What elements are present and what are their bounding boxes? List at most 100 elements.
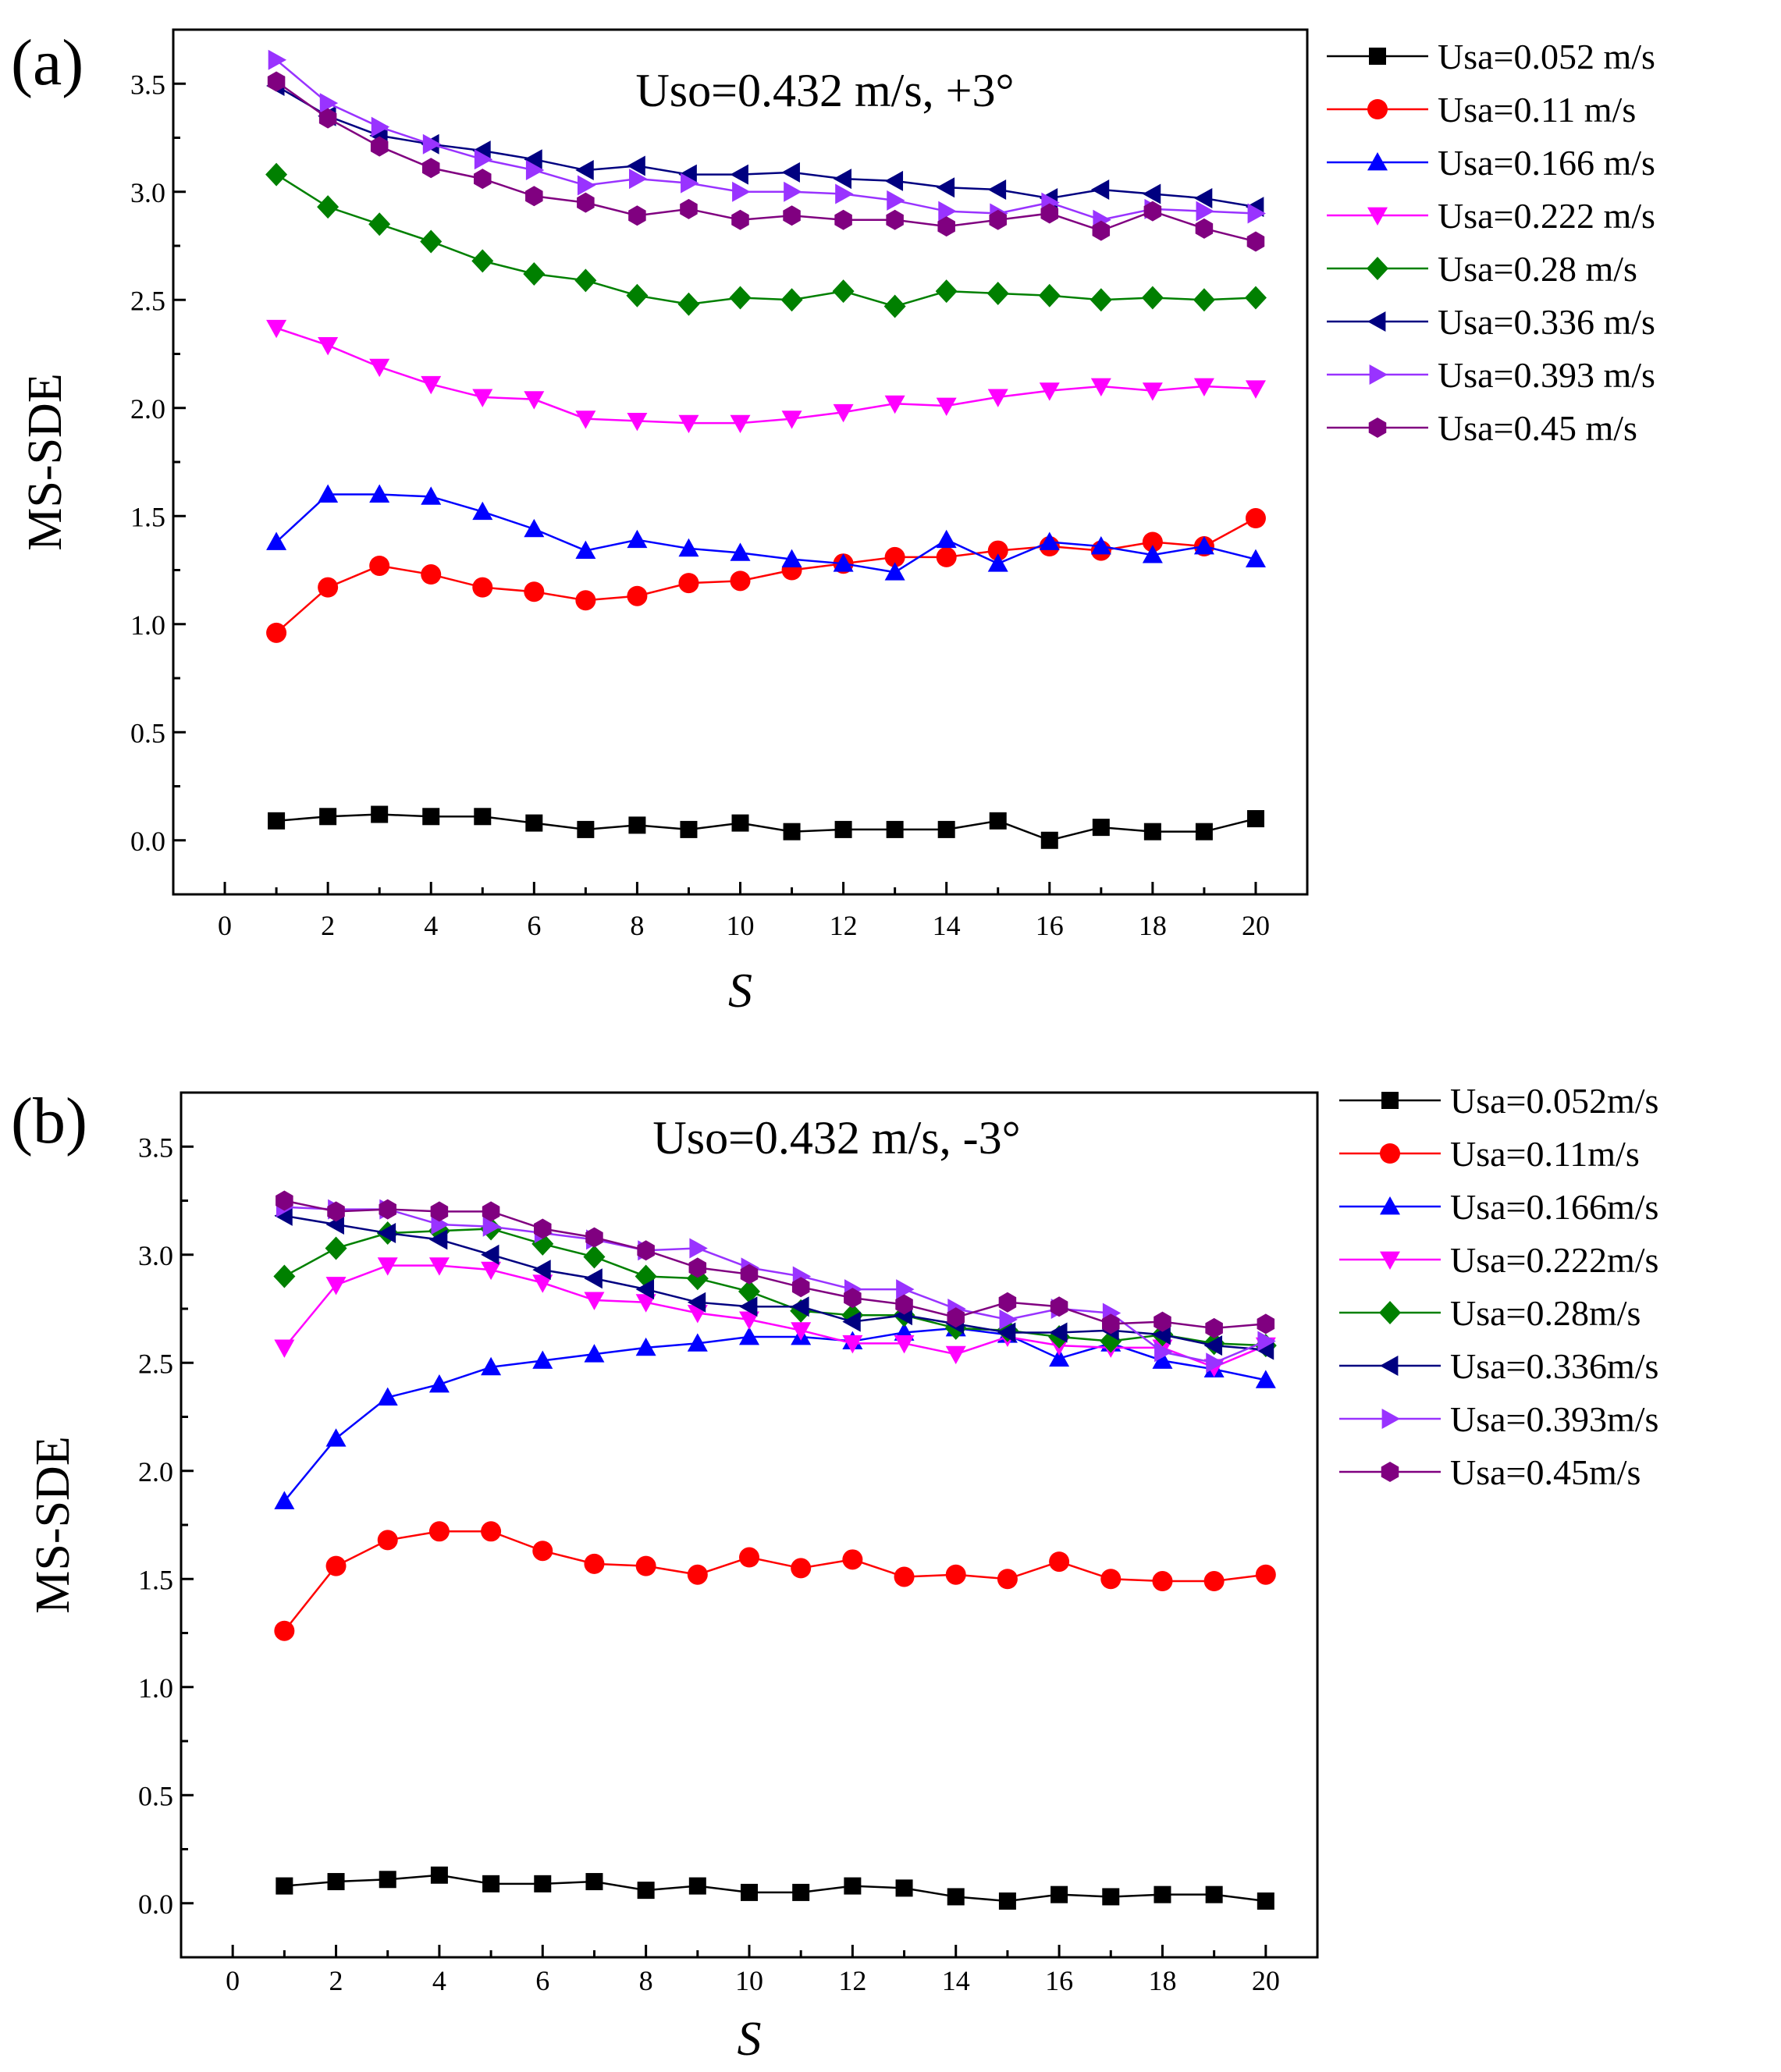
data-point <box>524 518 545 538</box>
data-point <box>783 823 801 841</box>
data-point <box>430 1866 448 1884</box>
y-tick-label: 1.5 <box>138 1564 173 1595</box>
data-point <box>430 1201 449 1222</box>
data-point <box>1203 1571 1225 1592</box>
data-point <box>523 262 546 286</box>
data-point <box>421 158 440 179</box>
x-tick-label: 16 <box>1045 1965 1073 1996</box>
legend-entry: Usa=0.222m/s <box>1339 1240 1658 1280</box>
data-point <box>532 1541 553 1562</box>
data-point <box>894 1566 915 1587</box>
data-point <box>628 205 646 226</box>
legend-marker <box>1367 152 1388 171</box>
x-tick-label: 12 <box>838 1965 866 1996</box>
legend-label: Usa=0.336 m/s <box>1438 302 1655 342</box>
data-point <box>1195 823 1213 841</box>
data-point <box>369 358 390 378</box>
data-point <box>842 1549 863 1570</box>
data-point <box>999 1309 1018 1330</box>
data-point <box>739 1311 759 1330</box>
data-point <box>842 1311 861 1332</box>
data-point <box>791 1277 810 1298</box>
data-point <box>741 1883 758 1901</box>
data-point <box>1206 1352 1225 1374</box>
data-point <box>1196 201 1214 222</box>
data-point <box>1247 203 1266 224</box>
legend-label: Usa=0.052 m/s <box>1438 37 1655 76</box>
data-point <box>883 294 906 318</box>
data-point <box>428 1521 450 1542</box>
data-point <box>1154 1885 1171 1903</box>
data-point <box>729 286 752 310</box>
data-point <box>791 1558 812 1579</box>
data-point <box>833 553 854 572</box>
y-tick-label: 1.0 <box>138 1672 173 1704</box>
legend-marker <box>1367 207 1388 226</box>
legend-label: Usa=0.45 m/s <box>1438 408 1637 448</box>
data-point <box>584 1268 603 1289</box>
data-point <box>1257 1892 1274 1910</box>
data-point <box>687 1333 708 1352</box>
x-axis-label: S <box>728 965 752 1018</box>
data-point <box>368 212 391 236</box>
data-point <box>276 1877 293 1895</box>
data-point <box>268 49 287 70</box>
series-usa-0.45-m-s <box>267 71 1265 252</box>
data-point <box>327 1201 345 1222</box>
data-point <box>1143 823 1161 841</box>
data-point <box>886 209 904 230</box>
data-point <box>422 808 440 826</box>
legend-marker <box>1367 257 1388 280</box>
series-usa-0.052m-s <box>276 1866 1274 1910</box>
data-point <box>834 209 852 230</box>
data-point <box>1245 380 1266 399</box>
legend-label: Usa=0.052m/s <box>1450 1081 1658 1121</box>
y-tick-label: 1.5 <box>130 501 165 532</box>
x-tick-label: 6 <box>527 910 541 941</box>
legend-label: Usa=0.222m/s <box>1450 1240 1658 1280</box>
legend-label: Usa=0.11m/s <box>1450 1134 1640 1174</box>
data-point <box>781 549 802 568</box>
y-tick-label: 0.0 <box>130 826 165 857</box>
legend-entry: Usa=0.45 m/s <box>1327 408 1637 448</box>
legend-label: Usa=0.166 m/s <box>1438 143 1655 183</box>
data-point <box>936 177 955 198</box>
y-tick-label: 3.0 <box>130 177 165 208</box>
data-point <box>681 172 699 194</box>
data-point <box>1090 288 1112 312</box>
legend-entry: Usa=0.28 m/s <box>1327 249 1637 289</box>
series-usa-0.222-m-s <box>266 319 1266 434</box>
data-point <box>730 164 748 185</box>
data-point <box>369 555 390 576</box>
series-line <box>276 59 1257 222</box>
data-point <box>532 1274 553 1293</box>
data-point <box>887 190 905 211</box>
data-point <box>377 1387 398 1406</box>
series-usa-0.166-m-s <box>266 484 1266 581</box>
data-point <box>325 1555 347 1576</box>
data-point <box>1142 545 1163 563</box>
data-point <box>791 1322 812 1341</box>
x-tick-label: 2 <box>329 1965 343 1996</box>
series-line <box>283 1327 1267 1502</box>
data-point <box>791 1296 809 1317</box>
data-point <box>896 1279 915 1300</box>
data-point <box>325 1277 347 1295</box>
data-point <box>792 1883 810 1901</box>
chart-panel-b: 0 2 4 6 8 10 12 14 16 18 20 0.0 0.5 1.0 1.5 2.0 2.5 3.0 3.… <box>11 1081 1658 2066</box>
y-tick-label: 2.0 <box>130 393 165 425</box>
data-point <box>937 820 955 838</box>
data-point <box>998 1292 1017 1313</box>
data-point <box>627 412 648 432</box>
data-point <box>481 1261 502 1281</box>
data-point <box>274 1620 295 1641</box>
legend-entry: Usa=0.336 m/s <box>1327 302 1655 342</box>
series-line <box>276 493 1257 574</box>
data-point <box>371 116 390 137</box>
data-point <box>627 155 645 176</box>
data-point <box>1090 378 1111 397</box>
data-point <box>1038 283 1061 307</box>
x-tick-label: 16 <box>1036 910 1064 941</box>
data-point <box>987 540 1008 561</box>
data-point <box>377 1257 398 1276</box>
